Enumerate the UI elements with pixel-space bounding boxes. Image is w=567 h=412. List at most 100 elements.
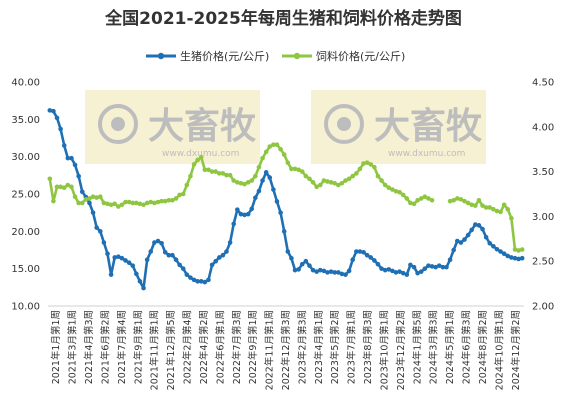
data-point[interactable] xyxy=(144,200,150,206)
data-point[interactable] xyxy=(404,196,410,201)
data-point[interactable] xyxy=(314,269,319,274)
data-point[interactable] xyxy=(433,264,438,270)
data-point[interactable] xyxy=(462,198,467,204)
data-point[interactable] xyxy=(281,229,287,234)
data-point[interactable] xyxy=(148,199,154,205)
data-point[interactable] xyxy=(220,252,226,258)
data-point[interactable] xyxy=(134,200,139,206)
data-point[interactable] xyxy=(101,240,107,245)
data-point[interactable] xyxy=(393,189,399,194)
data-point[interactable] xyxy=(393,270,399,275)
data-point[interactable] xyxy=(54,184,60,190)
data-point[interactable] xyxy=(382,267,388,273)
data-point[interactable] xyxy=(483,235,489,240)
data-point[interactable] xyxy=(314,184,319,190)
data-point[interactable] xyxy=(83,197,89,202)
data-point[interactable] xyxy=(292,166,298,172)
data-point[interactable] xyxy=(519,247,525,252)
data-point[interactable] xyxy=(112,201,118,207)
data-point[interactable] xyxy=(494,208,500,214)
data-point[interactable] xyxy=(173,257,179,263)
data-point[interactable] xyxy=(162,198,168,204)
data-point[interactable] xyxy=(235,180,240,185)
data-point[interactable] xyxy=(307,263,312,268)
data-point[interactable] xyxy=(346,176,352,182)
data-point[interactable] xyxy=(400,270,406,276)
data-point[interactable] xyxy=(491,243,496,249)
data-point[interactable] xyxy=(354,171,359,176)
data-point[interactable] xyxy=(191,277,197,283)
data-point[interactable] xyxy=(289,255,294,261)
data-point[interactable] xyxy=(227,172,233,178)
data-point[interactable] xyxy=(418,196,424,201)
data-point[interactable] xyxy=(58,184,63,190)
data-point[interactable] xyxy=(307,176,312,182)
data-point[interactable] xyxy=(382,182,388,188)
data-point[interactable] xyxy=(415,270,420,276)
data-point[interactable] xyxy=(390,187,395,192)
data-point[interactable] xyxy=(274,142,280,148)
data-point[interactable] xyxy=(177,262,182,268)
data-point[interactable] xyxy=(216,255,222,260)
data-point[interactable] xyxy=(72,194,78,199)
data-point[interactable] xyxy=(108,202,114,208)
data-point[interactable] xyxy=(51,108,56,114)
data-point[interactable] xyxy=(79,200,85,206)
data-point[interactable] xyxy=(242,212,247,218)
data-point[interactable] xyxy=(473,203,478,208)
data-point[interactable] xyxy=(462,237,467,242)
data-point[interactable] xyxy=(69,155,74,161)
data-point[interactable] xyxy=(350,257,356,263)
data-point[interactable] xyxy=(159,198,164,204)
data-point[interactable] xyxy=(271,187,276,192)
data-point[interactable] xyxy=(148,249,154,254)
data-point[interactable] xyxy=(209,262,215,268)
data-point[interactable] xyxy=(426,263,431,268)
data-point[interactable] xyxy=(372,164,377,170)
data-point[interactable] xyxy=(94,195,99,200)
data-point[interactable] xyxy=(61,143,67,148)
data-point[interactable] xyxy=(213,169,218,174)
data-point[interactable] xyxy=(418,269,424,274)
data-point[interactable] xyxy=(87,196,92,201)
data-point[interactable] xyxy=(483,205,489,210)
data-point[interactable] xyxy=(458,197,464,202)
data-point[interactable] xyxy=(361,161,366,166)
data-point[interactable] xyxy=(325,179,330,184)
data-point[interactable] xyxy=(339,180,345,186)
data-point[interactable] xyxy=(444,264,449,270)
data-point[interactable] xyxy=(144,257,150,263)
data-point[interactable] xyxy=(498,209,503,215)
data-point[interactable] xyxy=(76,200,81,206)
data-point[interactable] xyxy=(325,270,330,275)
data-point[interactable] xyxy=(173,196,179,201)
data-point[interactable] xyxy=(260,155,265,161)
data-point[interactable] xyxy=(310,180,316,185)
data-point[interactable] xyxy=(256,164,262,170)
data-point[interactable] xyxy=(512,255,518,261)
data-point[interactable] xyxy=(465,200,471,206)
data-point[interactable] xyxy=(303,173,309,179)
data-point[interactable] xyxy=(162,249,168,255)
data-point[interactable] xyxy=(141,285,146,291)
data-point[interactable] xyxy=(119,202,125,208)
data-point[interactable] xyxy=(509,255,514,260)
data-point[interactable] xyxy=(238,180,244,186)
data-point[interactable] xyxy=(335,270,341,275)
data-point[interactable] xyxy=(79,189,85,195)
data-point[interactable] xyxy=(65,155,71,161)
data-point[interactable] xyxy=(422,266,428,271)
data-point[interactable] xyxy=(350,173,356,179)
data-point[interactable] xyxy=(58,126,63,132)
data-point[interactable] xyxy=(202,279,208,285)
data-point[interactable] xyxy=(278,146,283,152)
data-point[interactable] xyxy=(368,162,374,167)
data-point[interactable] xyxy=(397,189,402,195)
data-point[interactable] xyxy=(245,180,251,185)
data-point[interactable] xyxy=(116,254,121,260)
data-point[interactable] xyxy=(90,210,96,215)
data-point[interactable] xyxy=(267,175,273,180)
data-point[interactable] xyxy=(97,229,103,234)
data-point[interactable] xyxy=(263,149,269,155)
data-point[interactable] xyxy=(141,202,146,208)
